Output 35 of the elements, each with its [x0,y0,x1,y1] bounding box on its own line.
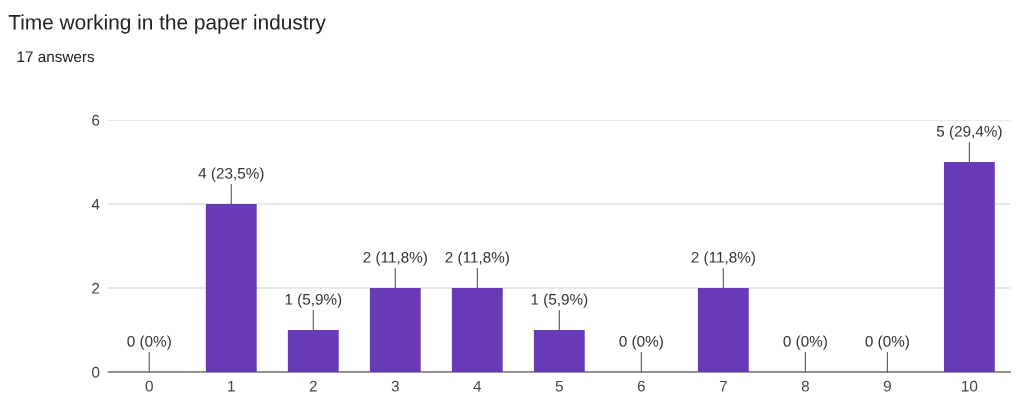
data-label: 2 (11,8%) [445,251,509,266]
chart-title: Time working in the paper industry [8,14,326,34]
data-label: 0 (0%) [619,335,663,350]
bar [205,204,257,372]
bar [369,288,421,372]
data-label: 2 (11,8%) [691,251,755,266]
y-tick-label: 4 [91,199,100,210]
y-tick-label: 0 [92,366,100,378]
x-tick-label: 9 [883,380,891,392]
x-tick-label: 5 [555,380,563,392]
data-label: 4 (23,5%) [198,167,264,182]
bar [697,288,749,372]
x-tick-label: 3 [391,380,399,392]
x-tick-label: 7 [719,380,727,392]
x-tick-label: 2 [309,380,317,392]
x-tick-label: 4 [473,380,482,392]
data-label: 2 (11,8%) [363,251,427,266]
data-label: 1 (5,9%) [285,293,342,308]
bar [533,330,585,372]
chart-subtitle: 17 answers [17,51,95,63]
y-tick-label: 2 [92,282,100,294]
x-tick-label: 6 [637,380,645,392]
data-label: 0 (0%) [127,335,171,350]
bar [287,330,339,372]
data-label: 5 (29,4%) [936,125,1002,140]
data-label: 0 (0%) [783,335,827,350]
x-tick-label: 1 [228,380,235,392]
bar [451,288,503,372]
x-tick-label: 8 [801,380,809,392]
data-label: 1 (5,9%) [531,293,588,308]
bar [943,162,995,372]
x-tick-label: 0 [145,380,153,392]
data-label: 0 (0%) [865,335,909,350]
y-tick-label: 6 [92,114,100,126]
x-tick-label: 10 [962,380,978,392]
